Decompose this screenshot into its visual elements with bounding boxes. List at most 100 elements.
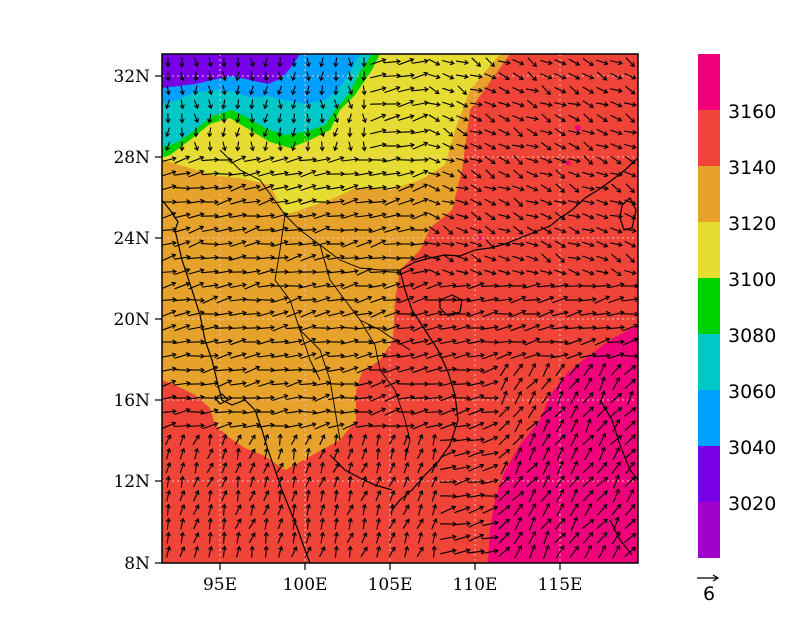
wind-arrowhead: [550, 353, 556, 359]
wind-arrow: [593, 284, 611, 288]
wind-arrow: [279, 57, 281, 67]
wind-arrow: [428, 199, 440, 205]
wind-arrowhead: [463, 228, 469, 234]
wind-arrowhead: [631, 364, 637, 370]
wind-arrowhead: [477, 144, 483, 150]
wind-arrow: [526, 226, 538, 234]
wind-arrowhead: [531, 488, 537, 494]
wind-arrowhead: [619, 352, 625, 358]
wind-arrowhead: [185, 239, 191, 245]
wind-arrowhead: [432, 489, 438, 495]
wind-arrow: [403, 434, 409, 446]
wind-arrow: [306, 448, 310, 460]
wind-arrowhead: [617, 228, 623, 234]
colorbar-label: 3040: [728, 437, 776, 459]
wind-arrow: [469, 88, 483, 92]
wind-arrow: [453, 438, 471, 442]
wind-arrow: [299, 229, 317, 231]
wind-arrowhead: [534, 214, 539, 220]
wind-arrow: [313, 201, 331, 203]
wind-arrowhead: [305, 489, 311, 495]
wind-arrow: [216, 198, 232, 206]
wind-arrow: [230, 338, 246, 346]
wind-arrowhead: [278, 531, 284, 537]
wind-arrowhead: [560, 406, 566, 412]
wind-arrowhead: [517, 447, 523, 452]
wind-arrow: [230, 353, 246, 359]
wind-arrow: [527, 71, 537, 81]
wind-arrow: [327, 383, 345, 385]
wind-arrow: [540, 490, 552, 502]
wind-arrowhead: [348, 461, 354, 467]
wind-arrow: [582, 435, 594, 445]
wind-arrow: [568, 58, 580, 66]
wind-arrowhead: [410, 409, 416, 415]
wind-arrow: [439, 299, 457, 301]
wind-arrowhead: [449, 102, 455, 108]
wind-arrowhead: [269, 310, 275, 316]
wind-arrowhead: [347, 517, 353, 523]
wind-arrowhead: [630, 461, 635, 467]
wind-arrowhead: [221, 90, 227, 96]
wind-arrow: [526, 99, 538, 109]
wind-arrowhead: [618, 213, 624, 219]
wind-arrow: [482, 380, 498, 388]
wind-arrowhead: [508, 283, 514, 289]
wind-arrowhead: [603, 256, 609, 262]
wind-arrow: [243, 299, 261, 301]
wind-arrowhead: [466, 311, 472, 317]
wind-arrowhead: [423, 253, 429, 259]
wind-arrowhead: [270, 282, 275, 288]
wind-arrowhead: [616, 257, 622, 263]
wind-arrowhead: [533, 256, 539, 262]
wind-arrow: [610, 60, 622, 64]
wind-arrowhead: [547, 229, 553, 234]
wind-arrowhead: [165, 104, 171, 110]
wind-arrow: [369, 271, 387, 273]
wind-arrow: [412, 60, 428, 64]
wind-arrow: [528, 433, 536, 447]
wind-arrowhead: [207, 118, 213, 124]
wind-arrow: [328, 200, 344, 204]
wind-arrowhead: [179, 146, 185, 152]
wind-arrow: [258, 339, 274, 345]
wind-arrow: [524, 324, 540, 332]
wind-arrow: [286, 199, 302, 205]
wind-arrow: [611, 253, 621, 263]
wind-arrowhead: [435, 130, 441, 136]
colorbar-segment: [698, 502, 720, 558]
wind-arrowhead: [312, 269, 318, 275]
wind-arrow: [596, 420, 608, 432]
wind-arrow: [230, 214, 246, 218]
wind-arrow: [376, 462, 380, 474]
wind-arrowhead: [221, 531, 227, 537]
wind-arrowhead: [559, 460, 564, 466]
wind-arrow: [428, 157, 440, 163]
wind-arrow: [236, 141, 240, 151]
wind-arrowhead: [614, 474, 620, 480]
wind-arrowhead: [227, 310, 233, 316]
wind-arrow: [468, 534, 484, 542]
wind-arrow: [271, 368, 289, 372]
wind-arrow: [569, 85, 579, 95]
wind-arrow: [166, 504, 170, 516]
wind-arrowhead: [603, 518, 608, 524]
wind-arrowhead: [505, 130, 511, 136]
wind-arrow: [498, 156, 510, 164]
wind-arrow: [526, 255, 538, 261]
wind-arrowhead: [347, 132, 353, 138]
wind-arrowhead: [615, 446, 621, 452]
wind-arrow: [542, 503, 550, 517]
wind-arrow: [293, 448, 295, 460]
wind-arrow: [514, 545, 522, 559]
wind-arrowhead: [592, 310, 597, 316]
wind-arrowhead: [465, 407, 471, 413]
wind-arrowhead: [395, 85, 401, 91]
wind-arrow: [542, 545, 550, 559]
wind-arrowhead: [291, 104, 297, 110]
wind-arrowhead: [278, 475, 284, 481]
wind-arrow: [320, 462, 324, 474]
wind-arrowhead: [306, 461, 312, 467]
wind-arrowhead: [228, 367, 234, 373]
wind-arrowhead: [436, 241, 442, 247]
